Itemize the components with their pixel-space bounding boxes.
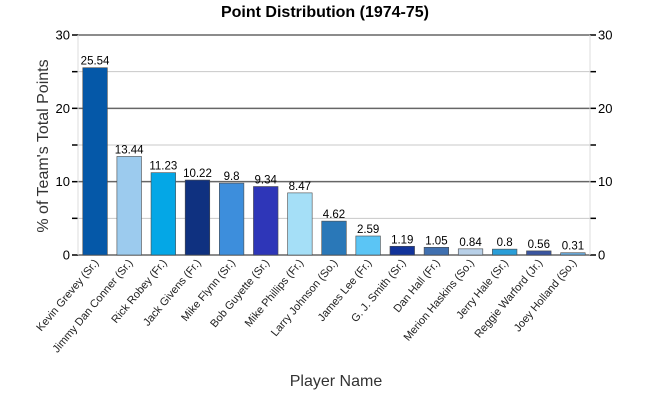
bar [253,186,279,256]
bar [423,247,449,256]
y-tick-label-left: 0 [63,248,70,263]
y-tick-label-left: 10 [56,174,70,189]
y-tick-label-right: 10 [598,174,612,189]
x-tick-label: Joey Holland (So.) [512,257,579,334]
bar-value-label: 10.22 [183,168,212,180]
x-tick-label: Larry Johnson (So.) [269,257,340,339]
bar-value-label: 2.59 [357,224,379,236]
bar [457,248,484,256]
bar-value-label: 1.05 [425,235,447,247]
y-tick-label-right: 30 [598,28,612,43]
bar [219,182,245,256]
bar-value-label: 25.54 [81,56,110,68]
axis-ticks: 0 0 10 10 20 20 30 30 [56,28,613,263]
bar-value-label: 0.84 [459,237,482,249]
bar [287,192,313,256]
x-tick-label: Mike Phillips (Fr.) [243,257,306,329]
bar-value-label: 1.19 [391,234,413,246]
y-tick-label-right: 20 [598,101,612,116]
bar [150,172,176,256]
bar-value-label: 9.34 [255,175,278,187]
data-labels: 25.54 13.44 11.23 10.22 9.8 9.34 8.47 4.62 2.59 1… [81,56,584,253]
x-axis-label: Player Name [290,373,383,390]
bar-value-label: 13.44 [115,144,144,156]
chart-title: Point Distribution (1974-75) [221,4,429,21]
category-labels: Kevin Grevey (Sr.)Jimmy Dan Conner (Sr.)… [34,257,579,355]
bar [321,220,347,256]
bar [526,250,552,256]
bar [82,67,108,256]
bar [389,245,415,256]
bar [116,156,142,256]
bar-value-label: 4.62 [323,209,345,221]
y-axis-label: % of Team's Total Points [35,59,52,232]
x-tick-label: Kevin Grevey (Sr.) [34,257,101,334]
bars [82,67,586,256]
bar [492,248,518,256]
bar-value-label: 0.31 [562,241,584,253]
y-tick-label-left: 30 [56,28,70,43]
bar [560,252,586,256]
x-tick-label: Bob Guyette (Sr.) [208,257,272,330]
bar-value-label: 9.8 [224,171,240,183]
y-tick-label-left: 20 [56,101,70,116]
bar-value-label: 0.8 [497,237,513,249]
y-tick-label-right: 0 [598,248,605,263]
bar-value-label: 0.56 [528,239,550,251]
bar-value-label: 8.47 [289,181,311,193]
bar [355,235,381,256]
bar [184,179,211,256]
bar-value-label: 11.23 [149,161,177,173]
